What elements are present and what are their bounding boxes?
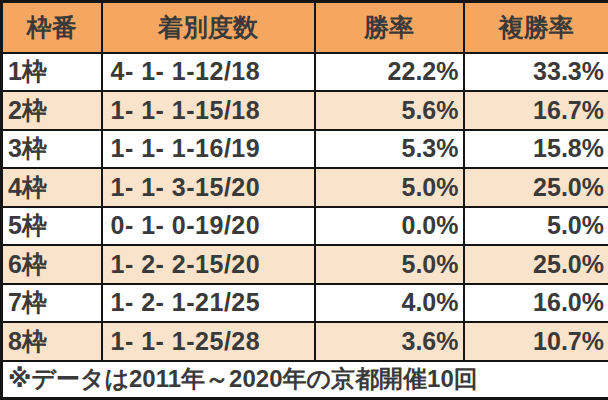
- column-header-win: 勝率: [315, 2, 464, 53]
- cell-record: 1- 2- 1-21/25: [102, 284, 315, 323]
- cell-win: 3.6%: [315, 322, 464, 361]
- cell-record: 1- 1- 1-25/28: [102, 322, 315, 361]
- cell-win: 5.0%: [315, 168, 464, 207]
- cell-waku: 1枠: [2, 53, 102, 92]
- table-row-waku8: 8枠 1- 1- 1-25/28 3.6% 10.7%: [2, 322, 608, 361]
- cell-place: 16.7%: [464, 91, 608, 130]
- table-row-waku1: 1枠 4- 1- 1-12/18 22.2% 33.3%: [2, 53, 608, 92]
- cell-waku: 4枠: [2, 168, 102, 207]
- cell-place: 5.0%: [464, 207, 608, 246]
- cell-waku: 8枠: [2, 322, 102, 361]
- cell-waku: 7枠: [2, 284, 102, 323]
- cell-place: 15.8%: [464, 130, 608, 169]
- cell-win: 5.3%: [315, 130, 464, 169]
- table-footer: ※データは2011年～2020年の京都開催10回: [2, 361, 608, 399]
- cell-win: 22.2%: [315, 53, 464, 92]
- cell-place: 16.0%: [464, 284, 608, 323]
- table-body: 1枠 4- 1- 1-12/18 22.2% 33.3% 2枠 1- 1- 1-…: [2, 53, 608, 361]
- cell-record: 4- 1- 1-12/18: [102, 53, 315, 92]
- table-row-waku4: 4枠 1- 1- 3-15/20 5.0% 25.0%: [2, 168, 608, 207]
- cell-win: 5.6%: [315, 91, 464, 130]
- column-header-waku: 枠番: [2, 2, 102, 53]
- table-row-waku3: 3枠 1- 1- 1-16/19 5.3% 15.8%: [2, 130, 608, 169]
- cell-win: 5.0%: [315, 245, 464, 284]
- cell-win: 4.0%: [315, 284, 464, 323]
- table-footnote: ※データは2011年～2020年の京都開催10回: [2, 361, 608, 399]
- cell-waku: 2枠: [2, 91, 102, 130]
- waku-stats-table: 枠番 着別度数 勝率 複勝率 1枠 4- 1- 1-12/18 22.2% 33…: [0, 0, 608, 400]
- cell-record: 1- 2- 2-15/20: [102, 245, 315, 284]
- cell-record: 1- 1- 3-15/20: [102, 168, 315, 207]
- cell-waku: 5枠: [2, 207, 102, 246]
- cell-place: 25.0%: [464, 168, 608, 207]
- table-row-waku5: 5枠 0- 1- 0-19/20 0.0% 5.0%: [2, 207, 608, 246]
- cell-win: 0.0%: [315, 207, 464, 246]
- cell-waku: 6枠: [2, 245, 102, 284]
- footnote-row: ※データは2011年～2020年の京都開催10回: [2, 361, 608, 399]
- cell-record: 1- 1- 1-16/19: [102, 130, 315, 169]
- cell-place: 33.3%: [464, 53, 608, 92]
- cell-place: 10.7%: [464, 322, 608, 361]
- cell-waku: 3枠: [2, 130, 102, 169]
- table-row-waku6: 6枠 1- 2- 2-15/20 5.0% 25.0%: [2, 245, 608, 284]
- table-header: 枠番 着別度数 勝率 複勝率: [2, 2, 608, 53]
- column-header-place: 複勝率: [464, 2, 608, 53]
- cell-place: 25.0%: [464, 245, 608, 284]
- header-row: 枠番 着別度数 勝率 複勝率: [2, 2, 608, 53]
- cell-record: 0- 1- 0-19/20: [102, 207, 315, 246]
- table-row-waku2: 2枠 1- 1- 1-15/18 5.6% 16.7%: [2, 91, 608, 130]
- column-header-record: 着別度数: [102, 2, 315, 53]
- cell-record: 1- 1- 1-15/18: [102, 91, 315, 130]
- table-row-waku7: 7枠 1- 2- 1-21/25 4.0% 16.0%: [2, 284, 608, 323]
